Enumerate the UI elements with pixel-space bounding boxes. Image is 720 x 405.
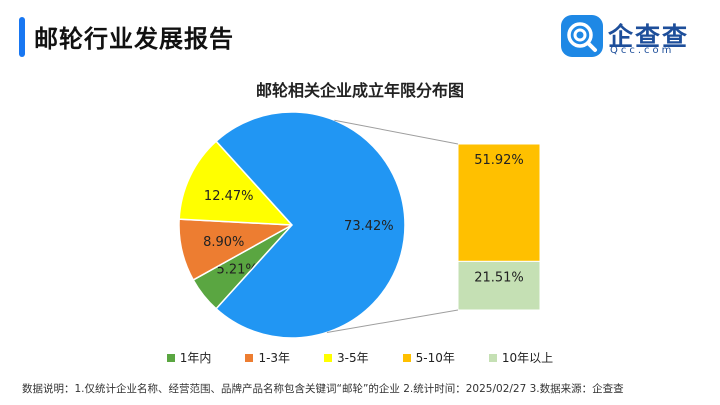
legend-label: 1年内 bbox=[179, 351, 212, 365]
chart-title: 邮轮相关企业成立年限分布图 bbox=[255, 81, 464, 100]
connector-line-bottom bbox=[326, 309, 459, 333]
legend-swatch bbox=[488, 353, 497, 362]
connector-line-top bbox=[334, 119, 459, 145]
bar-segment-10年以上 bbox=[457, 260, 541, 311]
legend-label: 10年以上 bbox=[501, 351, 554, 365]
legend-label: 5-10年 bbox=[415, 351, 455, 365]
legend-item: 5-10年 bbox=[402, 349, 455, 366]
pie-label-5年以上: 73.42% bbox=[344, 219, 394, 234]
footnote: 数据说明：1.仅统计企业名称、经营范围、品牌产品名称包含关键词“邮轮”的企业 2… bbox=[22, 383, 624, 395]
legend-swatch bbox=[402, 353, 411, 362]
logo-subtext: Qcc.com bbox=[610, 45, 675, 56]
bar-label-10年以上: 21.51% bbox=[474, 270, 524, 285]
pie-slice-3-5年 bbox=[178, 140, 294, 226]
legend-item: 3-5年 bbox=[324, 349, 369, 366]
qcc-logo-icon bbox=[561, 15, 603, 57]
logo-text: 企查查 bbox=[608, 22, 690, 51]
legend-swatch bbox=[245, 353, 254, 362]
page-title: 邮轮行业发展报告 bbox=[34, 25, 234, 53]
chart-legend: 1年内 1-3年 3-5年 5-10年 10年以上 bbox=[0, 349, 720, 366]
title-accent-bar bbox=[19, 17, 25, 57]
pie-label-3-5年: 12.47% bbox=[204, 189, 254, 204]
legend-swatch bbox=[166, 353, 175, 362]
legend-item: 1年内 bbox=[166, 349, 212, 366]
pie-label-1-3年: 8.90% bbox=[203, 235, 244, 250]
legend-label: 1-3年 bbox=[258, 351, 291, 365]
legend-swatch bbox=[324, 353, 333, 362]
qcc-logo: 企查查 Qcc.com bbox=[560, 14, 710, 60]
bar-label-5-10年: 51.92% bbox=[474, 153, 524, 168]
legend-item: 10年以上 bbox=[488, 349, 554, 366]
legend-label: 3-5年 bbox=[337, 351, 369, 365]
legend-item: 1-3年 bbox=[245, 349, 290, 366]
pie-slice-5年以上 bbox=[215, 111, 406, 339]
